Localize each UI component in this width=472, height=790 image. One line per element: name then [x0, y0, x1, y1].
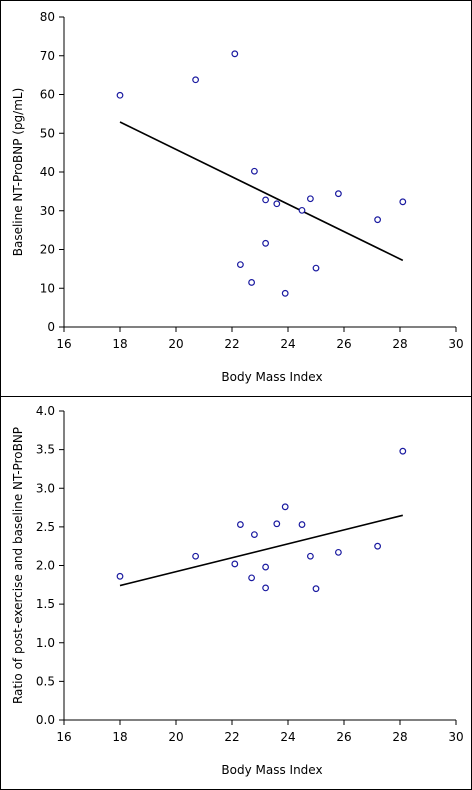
- chart1-data-point: [250, 167, 258, 175]
- chart2-y-axis-label: Ratio of post-exercise and baseline NT-P…: [11, 427, 25, 704]
- chart1-data-point: [312, 264, 320, 272]
- chart1-x-tick-label: 20: [168, 337, 183, 351]
- chart2-x-tick-label: 22: [224, 730, 239, 744]
- chart1-data-point: [335, 190, 342, 198]
- chart1-data-point: [248, 279, 256, 286]
- chart1-x-tick-label: 16: [56, 337, 71, 351]
- chart2-trend-line: [119, 514, 403, 587]
- chart2-data-point: [399, 447, 407, 455]
- chart1-y-tick-label: 60: [40, 88, 55, 102]
- chart1-trend-line: [119, 121, 404, 262]
- chart1-data-point: [192, 76, 200, 84]
- chart1-x-axis-label: Body Mass Index: [221, 370, 322, 384]
- chart2-data-point: [116, 572, 124, 580]
- chart1-data-point: [262, 239, 270, 247]
- chart2-x-tick-label: 30: [448, 730, 463, 744]
- chart1-y-tick-label: 70: [40, 49, 55, 63]
- chart1-y-tick-label: 10: [40, 281, 55, 295]
- chart1-y-tick-label: 40: [40, 165, 55, 179]
- chart1-data-point: [262, 196, 270, 204]
- chart2-y-tick-label: 3.0: [36, 481, 55, 495]
- chart1-data-point: [236, 261, 244, 269]
- chart1-y-tick-label: 20: [40, 243, 55, 257]
- chart2-data-point: [335, 548, 342, 556]
- chart2-y-tick-label: 1.0: [36, 636, 55, 650]
- chart2-x-tick-label: 18: [112, 730, 127, 744]
- chart1-x-tick-label: 26: [336, 337, 351, 351]
- chart2-x-tick-label: 28: [392, 730, 407, 744]
- chart2-x-tick-label: 20: [168, 730, 183, 744]
- chart1-data-point: [281, 289, 289, 297]
- chart2-y-tick-label: 3.5: [36, 443, 55, 457]
- chart1-y-tick-label: 50: [40, 126, 55, 140]
- chart1-data-point: [116, 91, 124, 99]
- chart2-data-point: [192, 552, 200, 560]
- chart1-x-tick-label: 30: [448, 337, 463, 351]
- chart2-data-point: [236, 521, 244, 528]
- chart2-data-point: [250, 531, 258, 538]
- chart2-data-point: [273, 520, 281, 528]
- chart2-y-tick-label: 0.5: [36, 674, 55, 688]
- chart2-data-point: [231, 560, 239, 568]
- chart1-data-point: [273, 200, 281, 208]
- chart1-y-tick-label: 0: [47, 320, 55, 334]
- chart2-x-tick-label: 16: [56, 730, 71, 744]
- chart2-x-tick-label: 26: [336, 730, 351, 744]
- chart2-data-point: [262, 584, 270, 592]
- chart1-x-tick-label: 22: [224, 337, 239, 351]
- panel-divider: [0, 396, 472, 397]
- chart2-y-tick-label: 4.0: [36, 404, 55, 418]
- chart2-y-tick-label: 2.5: [36, 520, 55, 534]
- chart2-data-point: [281, 503, 289, 511]
- chart2-y-tick-label: 0.0: [36, 713, 55, 727]
- chart2-y-tick-label: 1.5: [36, 597, 55, 611]
- chart1-data-point: [298, 206, 306, 214]
- chart2-data-point: [374, 542, 382, 550]
- chart2-data-point: [298, 521, 306, 528]
- chart1-x-tick-label: 24: [280, 337, 295, 351]
- chart2-x-axis-label: Body Mass Index: [221, 763, 322, 777]
- chart1-x-tick-label: 28: [392, 337, 407, 351]
- chart1-data-point: [399, 198, 407, 206]
- chart2-y-tick-label: 2.0: [36, 559, 55, 573]
- chart1-y-tick-label: 30: [40, 204, 55, 218]
- chart2-data-point: [312, 585, 320, 593]
- chart2-data-point: [307, 552, 314, 560]
- chart2-x-tick-label: 24: [280, 730, 295, 744]
- chart1-data-point: [374, 216, 382, 224]
- chart1-x-tick-label: 18: [112, 337, 127, 351]
- chart1-data-point: [231, 50, 239, 58]
- chart1-y-tick-label: 80: [40, 10, 55, 24]
- chart2-data-point: [248, 574, 256, 582]
- chart1-data-point: [307, 195, 314, 203]
- chart2-data-point: [262, 563, 270, 571]
- chart1-y-axis-label: Baseline NT-ProBNP (pg/mL): [11, 88, 25, 257]
